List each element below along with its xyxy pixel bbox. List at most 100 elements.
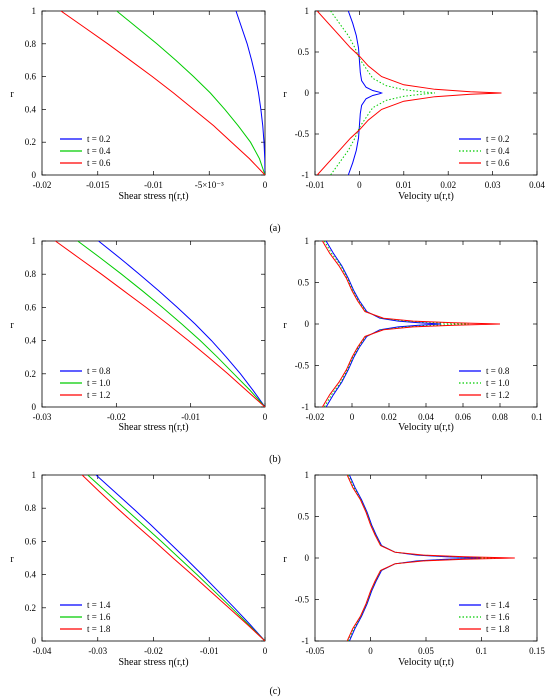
legend-label: t = 1.4	[486, 600, 510, 610]
legend-label: t = 1.8	[486, 624, 510, 634]
legend-label: t = 1.2	[87, 390, 110, 400]
x-tick-label: -0.03	[88, 646, 107, 656]
series-line	[347, 11, 384, 175]
y-tick-label: 0	[305, 88, 310, 98]
x-tick-label: 0.15	[529, 646, 545, 656]
series-line	[330, 11, 435, 175]
y-tick-label: 1	[32, 470, 37, 480]
series-line	[81, 475, 265, 641]
x-axis-label: Velocity u(r,t)	[398, 191, 454, 202]
x-tick-label: 0	[350, 412, 355, 422]
series-line	[346, 475, 515, 641]
y-axis-label: r	[283, 554, 287, 565]
y-tick-label: 0	[32, 402, 37, 412]
y-axis-label: r	[283, 89, 287, 100]
y-tick-label: 0.2	[25, 137, 36, 147]
x-tick-label: 0	[368, 646, 373, 656]
x-tick-label: -0.02	[306, 412, 325, 422]
x-tick-label: 0.03	[485, 180, 501, 190]
y-tick-label: 0.4	[25, 570, 37, 580]
y-tick-label: 1	[32, 6, 37, 16]
y-tick-label: 0	[32, 636, 37, 646]
legend-label: t = 0.8	[486, 366, 510, 376]
chart-c-left: -0.04 -0.03 -0.02 -0.01 0 0 0.2 0.4 0.6 0.8 1 Shear…	[10, 470, 267, 668]
legend-label: t = 0.4	[486, 146, 510, 156]
y-tick-label: 0.6	[25, 536, 37, 546]
y-tick-label: -0.5	[295, 595, 310, 605]
y-tick-label: -1	[302, 402, 310, 412]
series-line	[116, 11, 265, 175]
x-axis-label: Velocity u(r,t)	[398, 657, 454, 668]
y-tick-label: 0.8	[25, 503, 37, 513]
x-tick-label: 0	[263, 412, 268, 422]
y-tick-label: 0.6	[25, 72, 37, 82]
chart-c-right: -0.05 0 0.05 0.1 0.15 -1 -0.5 0 0.5 1 Velocity u(r…	[283, 470, 545, 668]
y-tick-label: -0.5	[295, 361, 310, 371]
series-line	[321, 241, 501, 407]
x-tick-label: 0.06	[455, 412, 471, 422]
x-tick-label: 0	[263, 180, 268, 190]
y-axis-label: r	[10, 89, 14, 100]
x-tick-label: -0.04	[33, 646, 52, 656]
y-tick-label: 0.2	[25, 603, 36, 613]
series-line	[325, 241, 441, 407]
series-line	[235, 11, 265, 175]
series-line	[316, 11, 502, 175]
y-tick-label: -1	[302, 170, 310, 180]
x-tick-label: -0.02	[33, 180, 52, 190]
x-tick-label: 0	[357, 180, 362, 190]
legend-label: t = 1.0	[486, 378, 510, 388]
x-tick-label: -0.01	[181, 412, 200, 422]
x-tick-label: -0.01	[144, 180, 163, 190]
plot-frame	[41, 474, 266, 642]
y-tick-label: -0.5	[295, 129, 310, 139]
y-tick-label: 1	[305, 470, 310, 480]
legend-label: t = 1.6	[486, 612, 510, 622]
panel-label-b: (b)	[269, 454, 281, 465]
x-axis-label: Shear stress η(r,t)	[118, 657, 188, 668]
y-tick-label: 0.4	[25, 104, 37, 114]
y-tick-label: 0	[305, 553, 310, 563]
x-tick-label: 0.02	[381, 412, 397, 422]
x-axis-label: Velocity u(r,t)	[398, 422, 454, 433]
legend-label: t = 0.6	[486, 158, 510, 168]
y-tick-label: 0.5	[298, 47, 310, 57]
x-tick-label: 0	[263, 646, 268, 656]
y-tick-label: 0.4	[25, 336, 37, 346]
legend-label: t = 1.4	[87, 600, 111, 610]
legend-label: t = 0.4	[87, 146, 111, 156]
y-tick-label: 0.6	[25, 302, 37, 312]
x-tick-label: 0.05	[418, 646, 434, 656]
x-tick-label: 0.08	[492, 412, 508, 422]
legend-label: t = 1.6	[87, 612, 111, 622]
panel-label-a: (a)	[269, 223, 280, 234]
chart-b-left: -0.03 -0.02 -0.01 0 0 0.2 0.4 0.6 0.8 1 Shear stre…	[10, 236, 267, 433]
series-line	[323, 241, 469, 407]
legend-label: t = 0.2	[486, 134, 509, 144]
y-tick-label: 0.5	[298, 512, 310, 522]
chart-a-left: -0.02 -0.015 -0.01 -5×10⁻³ 0 0 0.2 0.4 0.6 0.8 1 Sh…	[10, 6, 267, 202]
panel-label-c: (c)	[269, 686, 280, 697]
x-tick-label: -5×10⁻³	[195, 180, 224, 190]
x-tick-label: 0.1	[531, 412, 542, 422]
series-line	[95, 475, 265, 641]
y-tick-label: 1	[305, 236, 310, 246]
y-tick-label: -1	[302, 636, 310, 646]
chart-a-right: -0.01 0 0.01 0.02 0.03 0.04 -1 -0.5 0 0.5 1 Velocit…	[283, 6, 545, 202]
y-tick-label: 1	[305, 6, 310, 16]
x-tick-label: 0.04	[529, 180, 545, 190]
series-line	[60, 11, 265, 175]
y-axis-label: r	[10, 320, 14, 331]
x-tick-label: -0.015	[86, 180, 110, 190]
legend-label: t = 1.8	[87, 624, 111, 634]
x-tick-label: -0.02	[144, 646, 163, 656]
series-line	[77, 241, 265, 407]
y-tick-label: 0.8	[25, 269, 37, 279]
chart-b-right: -0.02 0 0.02 0.04 0.06 0.08 0.1 -1 -0.5 0 0.5 1 Velo…	[283, 236, 542, 433]
legend-label: t = 1.0	[87, 378, 111, 388]
x-tick-label: 0.04	[418, 412, 434, 422]
y-axis-label: r	[10, 554, 14, 565]
y-tick-label: 1	[32, 236, 37, 246]
x-axis-label: Shear stress η(r,t)	[118, 422, 188, 433]
